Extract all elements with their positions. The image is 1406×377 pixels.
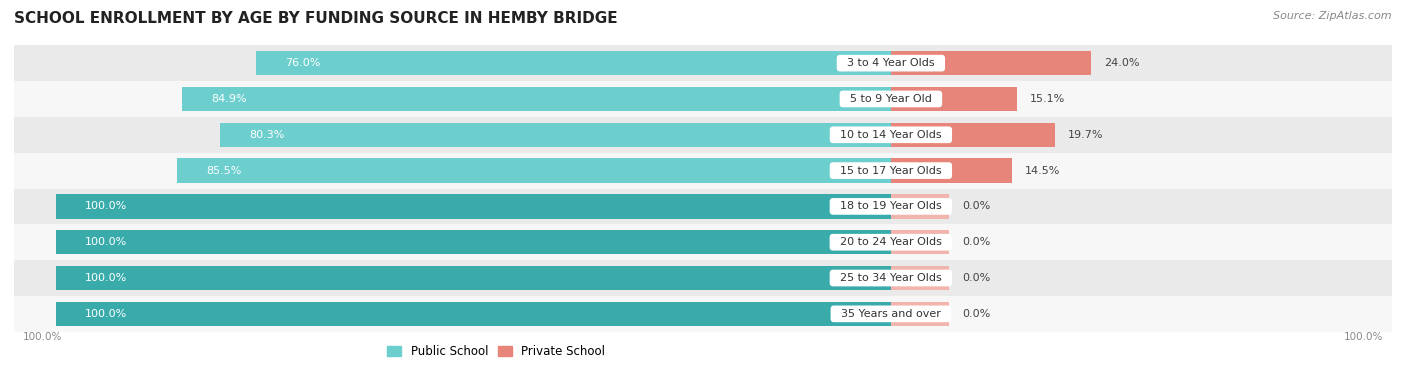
Bar [56,194,891,219]
Bar [891,302,949,326]
Bar [14,45,1392,81]
Bar [181,87,891,111]
Text: 100.0%: 100.0% [84,273,128,283]
Bar [14,296,1392,332]
Bar [891,266,949,290]
Bar [221,123,891,147]
Text: 0.0%: 0.0% [962,309,990,319]
Bar [14,260,1392,296]
Text: 85.5%: 85.5% [207,166,242,176]
Bar [14,224,1392,260]
Bar [56,266,891,290]
Text: 15 to 17 Year Olds: 15 to 17 Year Olds [834,166,949,176]
Bar [891,230,949,254]
Text: Source: ZipAtlas.com: Source: ZipAtlas.com [1274,11,1392,21]
Text: 0.0%: 0.0% [962,273,990,283]
Bar [891,87,1017,111]
Text: 35 Years and over: 35 Years and over [834,309,948,319]
Text: 100.0%: 100.0% [84,309,128,319]
Text: 20 to 24 Year Olds: 20 to 24 Year Olds [832,237,949,247]
Text: 24.0%: 24.0% [1104,58,1139,68]
Bar [14,81,1392,117]
Text: SCHOOL ENROLLMENT BY AGE BY FUNDING SOURCE IN HEMBY BRIDGE: SCHOOL ENROLLMENT BY AGE BY FUNDING SOUR… [14,11,617,26]
Text: 10 to 14 Year Olds: 10 to 14 Year Olds [834,130,949,140]
Text: 84.9%: 84.9% [211,94,247,104]
Bar [891,123,1056,147]
Legend: Public School, Private School: Public School, Private School [382,341,610,363]
Text: 0.0%: 0.0% [962,237,990,247]
Text: 3 to 4 Year Olds: 3 to 4 Year Olds [839,58,942,68]
Bar [56,302,891,326]
Bar [891,158,1012,183]
Text: 100.0%: 100.0% [22,332,62,342]
Text: 80.3%: 80.3% [249,130,285,140]
Text: 15.1%: 15.1% [1029,94,1064,104]
Bar [14,188,1392,224]
Bar [56,230,891,254]
Bar [891,51,1091,75]
Text: 18 to 19 Year Olds: 18 to 19 Year Olds [832,201,949,211]
Text: 76.0%: 76.0% [285,58,321,68]
Bar [891,194,949,219]
Text: 14.5%: 14.5% [1025,166,1060,176]
Text: 100.0%: 100.0% [84,237,128,247]
Text: 0.0%: 0.0% [962,201,990,211]
Text: 25 to 34 Year Olds: 25 to 34 Year Olds [832,273,949,283]
Text: 5 to 9 Year Old: 5 to 9 Year Old [844,94,939,104]
Text: 19.7%: 19.7% [1069,130,1104,140]
Bar [177,158,891,183]
Bar [14,153,1392,188]
Text: 100.0%: 100.0% [84,201,128,211]
Text: 100.0%: 100.0% [1344,332,1384,342]
Bar [256,51,891,75]
Bar [14,117,1392,153]
